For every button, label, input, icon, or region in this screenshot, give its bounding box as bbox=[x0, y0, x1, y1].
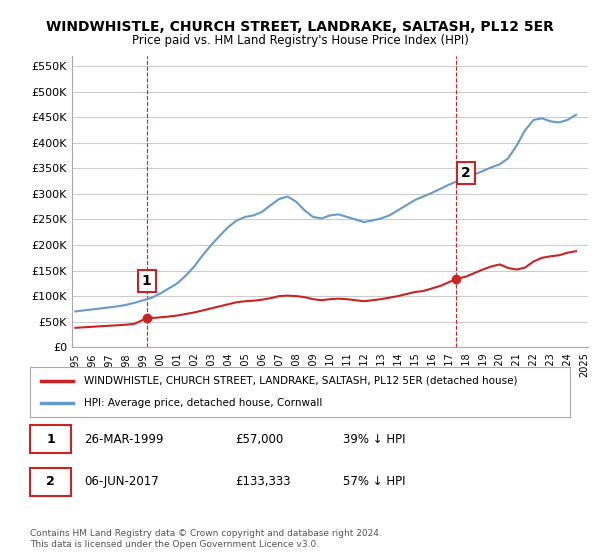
FancyBboxPatch shape bbox=[30, 468, 71, 496]
Text: Contains HM Land Registry data © Crown copyright and database right 2024.
This d: Contains HM Land Registry data © Crown c… bbox=[30, 529, 382, 549]
Text: Price paid vs. HM Land Registry's House Price Index (HPI): Price paid vs. HM Land Registry's House … bbox=[131, 34, 469, 46]
Text: 26-MAR-1999: 26-MAR-1999 bbox=[84, 432, 163, 446]
Text: WINDWHISTLE, CHURCH STREET, LANDRAKE, SALTASH, PL12 5ER: WINDWHISTLE, CHURCH STREET, LANDRAKE, SA… bbox=[46, 20, 554, 34]
Text: 1: 1 bbox=[142, 274, 152, 288]
Text: £133,333: £133,333 bbox=[235, 475, 291, 488]
Text: WINDWHISTLE, CHURCH STREET, LANDRAKE, SALTASH, PL12 5ER (detached house): WINDWHISTLE, CHURCH STREET, LANDRAKE, SA… bbox=[84, 376, 517, 386]
Text: 39% ↓ HPI: 39% ↓ HPI bbox=[343, 432, 406, 446]
Text: 06-JUN-2017: 06-JUN-2017 bbox=[84, 475, 159, 488]
Text: £57,000: £57,000 bbox=[235, 432, 283, 446]
Text: 57% ↓ HPI: 57% ↓ HPI bbox=[343, 475, 406, 488]
Text: 1: 1 bbox=[46, 432, 55, 446]
FancyBboxPatch shape bbox=[30, 424, 71, 454]
Text: HPI: Average price, detached house, Cornwall: HPI: Average price, detached house, Corn… bbox=[84, 398, 322, 408]
Text: 2: 2 bbox=[46, 475, 55, 488]
Text: 2: 2 bbox=[461, 166, 471, 180]
